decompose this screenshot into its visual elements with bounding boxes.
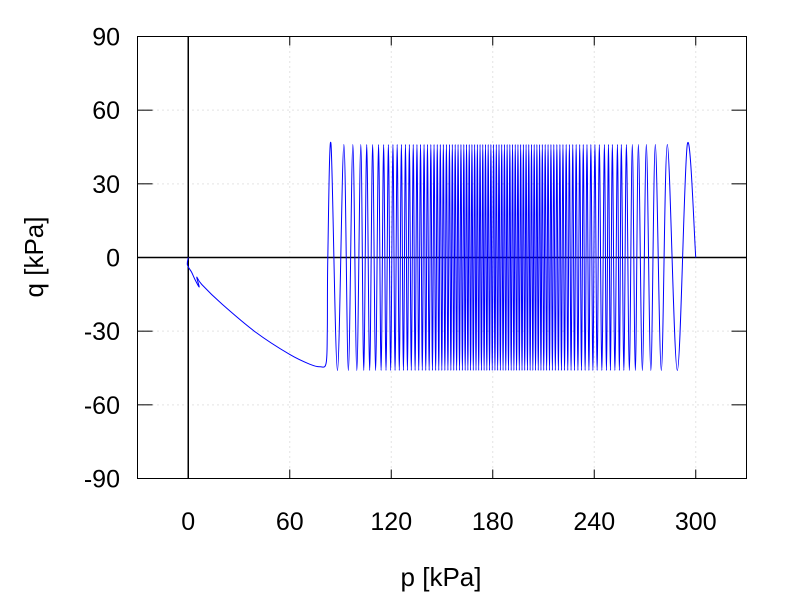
zero-lines: [137, 36, 747, 479]
y-tick-label: 30: [92, 171, 120, 199]
y-tick-label: -60: [84, 392, 120, 420]
y-axis-title: q [kPa]: [19, 217, 49, 298]
x-tick-label: 180: [472, 508, 514, 536]
x-tick-labels: 0 60 120 180 240 300: [181, 508, 716, 536]
y-tick-label: -30: [84, 318, 120, 346]
y-tick-label: 90: [92, 24, 120, 52]
y-tick-label: 0: [106, 245, 120, 273]
series-layer: [186, 141, 697, 371]
x-tick-label: 120: [370, 508, 412, 536]
series-line: [186, 141, 697, 371]
x-axis-title: p [kPa]: [401, 562, 482, 592]
x-tick-label: 300: [675, 508, 717, 536]
x-tick-label: 60: [276, 508, 304, 536]
ticks: [137, 36, 747, 479]
x-tick-label: 0: [181, 508, 195, 536]
x-tick-label: 240: [573, 508, 615, 536]
y-tick-label: -90: [84, 466, 120, 494]
y-tick-labels: -90 -60 -30 0 30 60 90: [84, 24, 120, 494]
y-tick-label: 60: [92, 97, 120, 125]
